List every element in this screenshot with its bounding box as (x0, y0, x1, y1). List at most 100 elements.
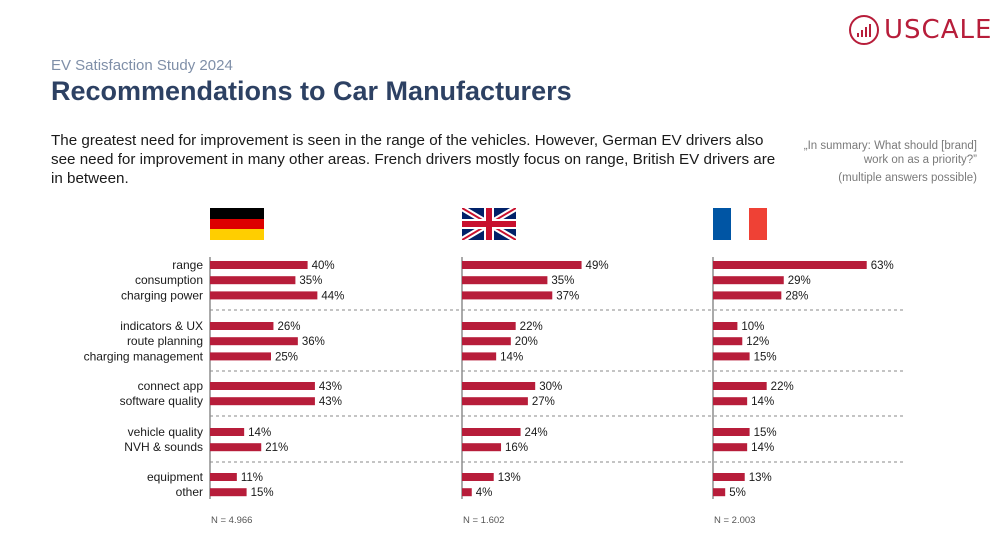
description-text: The greatest need for improvement is see… (51, 132, 776, 187)
value-label-uk: 37% (556, 290, 579, 302)
bar-chart-icon (849, 15, 879, 45)
value-label-germany: 35% (299, 275, 322, 287)
value-label-uk: 4% (476, 487, 493, 499)
bar-france (713, 473, 745, 481)
bar-france (713, 322, 738, 330)
uscale-logo: USCALE (849, 15, 992, 45)
bar-france (713, 382, 767, 390)
value-label-france: 12% (746, 336, 769, 348)
value-label-uk: 13% (498, 472, 521, 484)
value-label-france: 29% (788, 275, 811, 287)
value-label-germany: 15% (251, 487, 274, 499)
value-label-uk: 30% (539, 381, 562, 393)
category-label: vehicle quality (128, 425, 203, 439)
page-subtitle: EV Satisfaction Study 2024 (51, 57, 233, 74)
value-label-uk: 22% (520, 321, 543, 333)
category-label: equipment (147, 470, 204, 484)
value-label-france: 15% (754, 351, 777, 363)
value-label-france: 63% (871, 260, 894, 272)
sample-size-france: N = 2.003 (714, 515, 756, 526)
value-label-germany: 43% (319, 381, 342, 393)
bar-germany (210, 276, 296, 285)
bar-uk (462, 382, 536, 390)
value-label-france: 14% (751, 396, 774, 408)
bar-uk (462, 397, 528, 406)
value-label-uk: 24% (525, 427, 548, 439)
bar-uk (462, 352, 497, 361)
category-label: NVH & sounds (124, 440, 203, 454)
value-label-germany: 14% (248, 427, 271, 439)
value-label-germany: 43% (319, 396, 342, 408)
value-label-germany: 21% (265, 442, 288, 454)
value-label-germany: 36% (302, 336, 325, 348)
value-label-germany: 25% (275, 351, 298, 363)
bar-uk (462, 428, 521, 436)
bar-france (713, 337, 743, 346)
value-label-uk: 35% (551, 275, 574, 287)
value-label-france: 28% (785, 290, 808, 302)
value-label-germany: 44% (321, 290, 344, 302)
value-label-germany: 11% (241, 472, 263, 484)
bar-germany (210, 443, 262, 452)
bar-france (713, 352, 750, 361)
value-label-uk: 16% (505, 442, 528, 454)
bar-uk (462, 276, 548, 285)
value-label-france: 15% (754, 427, 777, 439)
bar-france (713, 443, 748, 452)
value-label-uk: 14% (500, 351, 523, 363)
bar-germany (210, 291, 318, 300)
category-label: route planning (127, 334, 203, 348)
bar-uk (462, 337, 511, 346)
value-label-germany: 26% (277, 321, 300, 333)
bar-uk (462, 261, 582, 269)
category-label: indicators & UX (120, 319, 203, 333)
bar-germany (210, 322, 274, 330)
bar-germany (210, 261, 308, 269)
bar-uk (462, 443, 502, 452)
value-label-france: 10% (741, 321, 764, 333)
category-label: connect app (138, 379, 204, 393)
category-label: other (176, 485, 203, 499)
page-title: Recommendations to Car Manufacturers (51, 76, 572, 106)
bar-france (713, 291, 782, 300)
bar-france (713, 276, 784, 285)
side-note: „In summary: What should [brand] work on… (777, 139, 977, 185)
value-label-france: 22% (771, 381, 794, 393)
bar-france (713, 261, 867, 269)
bar-germany (210, 488, 247, 497)
value-label-uk: 20% (515, 336, 538, 348)
multiple-answers-note: (multiple answers possible) (838, 172, 977, 184)
logo-text: USCALE (884, 15, 993, 45)
bar-france (713, 397, 748, 406)
value-label-uk: 49% (586, 260, 609, 272)
flag-germany-icon (210, 208, 264, 240)
category-label: charging management (84, 349, 204, 363)
sample-size-uk: N = 1.602 (463, 515, 505, 526)
category-label: range (172, 258, 203, 272)
value-label-uk: 27% (532, 396, 555, 408)
value-label-germany: 40% (312, 260, 335, 272)
bar-germany (210, 473, 237, 481)
value-label-france: 5% (729, 487, 746, 499)
category-label: consumption (135, 273, 203, 287)
flag-uk-icon (462, 208, 516, 240)
bar-germany (210, 337, 298, 346)
bar-uk (462, 473, 494, 481)
bar-germany (210, 397, 315, 406)
bar-germany (210, 428, 245, 436)
bar-france (713, 488, 726, 497)
bar-germany (210, 352, 271, 361)
value-label-france: 14% (751, 442, 774, 454)
bar-germany (210, 382, 315, 390)
category-label: software quality (120, 394, 203, 408)
bar-uk (462, 291, 553, 300)
bar-uk (462, 488, 472, 497)
bar-uk (462, 322, 516, 330)
flag-france-icon (713, 208, 767, 240)
survey-question: „In summary: What should [brand] work on… (803, 140, 977, 166)
sample-size-germany: N = 4.966 (211, 515, 253, 526)
bar-france (713, 428, 750, 436)
value-label-france: 13% (749, 472, 772, 484)
category-label: charging power (121, 288, 203, 302)
